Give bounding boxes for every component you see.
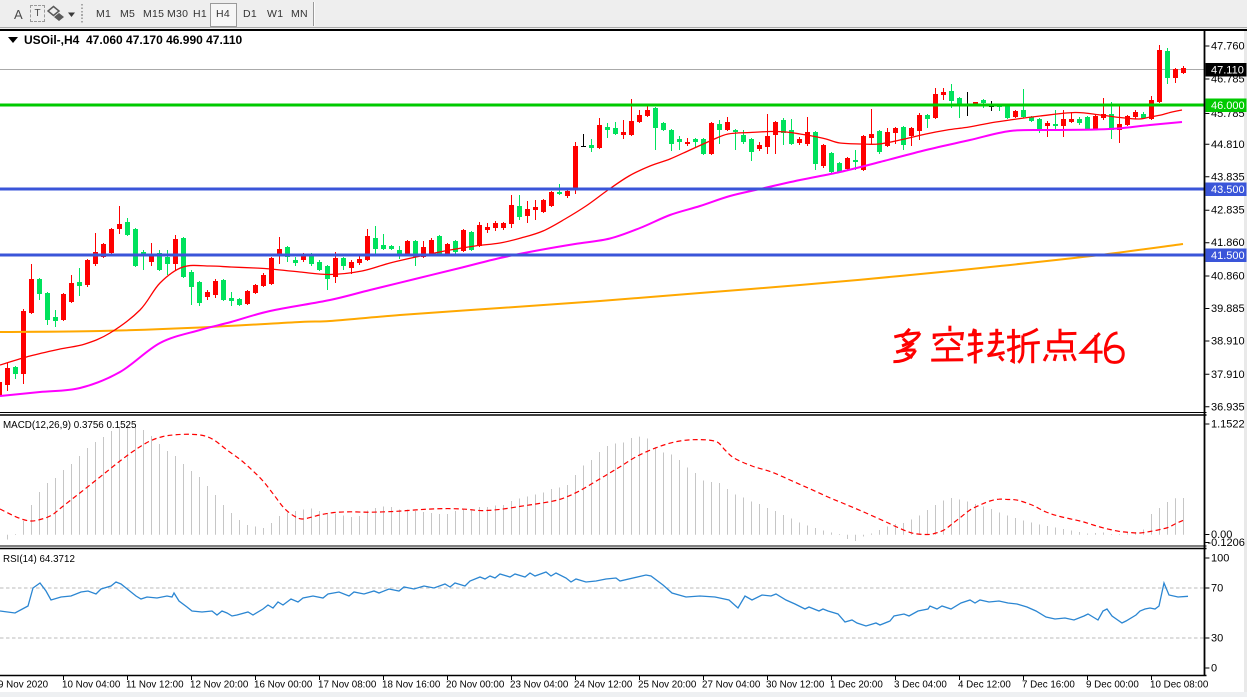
svg-text:9 Nov 2020: 9 Nov 2020 [0, 680, 49, 691]
svg-text:16 Nov 00:00: 16 Nov 00:00 [254, 680, 313, 691]
svg-text:100: 100 [1211, 553, 1229, 565]
svg-text:17 Nov 08:00: 17 Nov 08:00 [318, 680, 377, 691]
svg-text:1 Dec 20:00: 1 Dec 20:00 [830, 680, 883, 691]
svg-text:41.500: 41.500 [1211, 250, 1245, 262]
svg-text:38.910: 38.910 [1211, 336, 1245, 348]
svg-text:-0.1206: -0.1206 [1208, 537, 1245, 549]
svg-text:46.000: 46.000 [1211, 100, 1245, 112]
svg-text:0.00: 0.00 [1211, 529, 1232, 541]
svg-text:0: 0 [1211, 663, 1217, 675]
svg-text:18 Nov 16:00: 18 Nov 16:00 [382, 680, 441, 691]
svg-text:36.935: 36.935 [1211, 401, 1245, 413]
svg-text:70: 70 [1211, 583, 1223, 595]
svg-text:24 Nov 12:00: 24 Nov 12:00 [574, 680, 633, 691]
svg-text:30 Nov 12:00: 30 Nov 12:00 [766, 680, 825, 691]
svg-text:41.860: 41.860 [1211, 237, 1245, 249]
svg-text:20 Nov 00:00: 20 Nov 00:00 [446, 680, 505, 691]
svg-text:12 Nov 20:00: 12 Nov 20:00 [190, 680, 249, 691]
svg-text:9 Dec 00:00: 9 Dec 00:00 [1086, 680, 1139, 691]
svg-text:USOil-,H4 47.060 47.170 46.99: USOil-,H4 47.060 47.170 46.990 47.110 [24, 33, 242, 47]
svg-text:11 Nov 12:00: 11 Nov 12:00 [126, 680, 184, 691]
svg-text:30: 30 [1211, 633, 1223, 645]
svg-text:7 Dec 16:00: 7 Dec 16:00 [1022, 680, 1075, 691]
svg-text:47.110: 47.110 [1211, 65, 1244, 77]
svg-text:10 Nov 04:00: 10 Nov 04:00 [62, 680, 121, 691]
svg-text:RSI(14) 64.3712: RSI(14) 64.3712 [3, 554, 75, 565]
svg-text:43.835: 43.835 [1211, 171, 1245, 183]
svg-text:47.760: 47.760 [1211, 41, 1245, 53]
svg-text:39.885: 39.885 [1211, 303, 1245, 315]
svg-text:43.500: 43.500 [1211, 184, 1245, 196]
svg-text:4 Dec 12:00: 4 Dec 12:00 [958, 680, 1011, 691]
svg-text:10 Dec 08:00: 10 Dec 08:00 [1150, 680, 1209, 691]
svg-text:42.835: 42.835 [1211, 205, 1245, 217]
svg-text:1.1522: 1.1522 [1211, 419, 1245, 431]
svg-text:37.910: 37.910 [1211, 369, 1245, 381]
svg-text:23 Nov 04:00: 23 Nov 04:00 [510, 680, 569, 691]
svg-text:25 Nov 20:00: 25 Nov 20:00 [638, 680, 697, 691]
svg-text:40.860: 40.860 [1211, 271, 1245, 283]
svg-text:MACD(12,26,9) 0.3756 0.1525: MACD(12,26,9) 0.3756 0.1525 [3, 420, 137, 431]
svg-text:27 Nov 04:00: 27 Nov 04:00 [702, 680, 761, 691]
svg-text:44.810: 44.810 [1211, 139, 1245, 151]
svg-text:3 Dec 04:00: 3 Dec 04:00 [894, 680, 947, 691]
